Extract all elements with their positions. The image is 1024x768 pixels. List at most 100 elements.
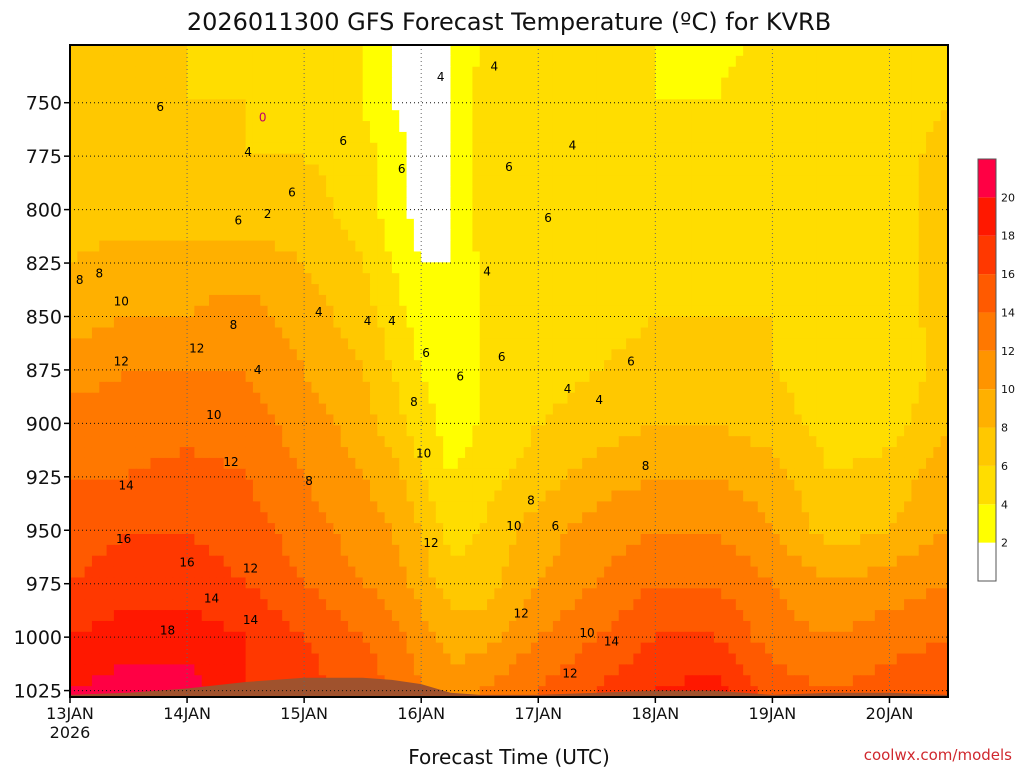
temperature-cell (618, 381, 627, 394)
temperature-cell (626, 208, 634, 220)
temperature-cell (260, 175, 269, 187)
temperature-cell (896, 121, 905, 133)
temperature-cell (413, 121, 422, 133)
temperature-cell (377, 457, 386, 470)
temperature-cell (428, 208, 437, 220)
temperature-cell (135, 403, 144, 416)
temperature-cell (318, 425, 327, 437)
temperature-cell (106, 360, 115, 372)
temperature-cell (304, 262, 313, 274)
temperature-cell (216, 392, 225, 405)
temperature-cell (421, 316, 430, 329)
temperature-cell (713, 88, 722, 100)
temperature-cell (816, 251, 825, 263)
temperature-cell (530, 360, 539, 372)
temperature-cell (384, 403, 393, 416)
temperature-cell (157, 305, 166, 318)
temperature-cell (355, 425, 364, 437)
temperature-cell (311, 164, 320, 176)
temperature-cell (209, 197, 217, 209)
temperature-cell (201, 457, 210, 470)
temperature-cell (179, 208, 188, 220)
temperature-cell (860, 55, 869, 68)
temperature-cell (779, 349, 788, 361)
temperature-cell (648, 316, 656, 329)
temperature-cell (209, 131, 217, 144)
temperature-cell (296, 316, 305, 329)
temperature-cell (882, 121, 891, 133)
temperature-cell (238, 99, 247, 111)
temperature-cell (509, 121, 517, 133)
temperature-cell (626, 262, 634, 274)
temperature-cell (523, 436, 532, 448)
temperature-cell (304, 457, 313, 470)
temperature-cell (516, 77, 525, 90)
temperature-cell (187, 121, 195, 133)
temperature-cell (421, 131, 430, 144)
temperature-cell (706, 294, 715, 307)
temperature-cell (838, 218, 847, 231)
temperature-cell (450, 88, 459, 100)
temperature-cell (223, 371, 232, 383)
temperature-cell (611, 294, 620, 307)
temperature-cell (304, 468, 313, 481)
temperature-cell (377, 208, 386, 220)
temperature-cell (435, 99, 444, 111)
temperature-cell (494, 392, 503, 405)
temperature-cell (479, 338, 488, 350)
temperature-cell (77, 447, 86, 459)
temperature-cell (516, 371, 525, 383)
temperature-cell (713, 142, 722, 155)
temperature-cell (77, 381, 86, 394)
temperature-cell (223, 479, 232, 492)
temperature-cell (750, 316, 759, 329)
temperature-cell (216, 66, 225, 79)
temperature-cell (838, 262, 847, 274)
temperature-cell (823, 425, 832, 437)
temperature-cell (216, 55, 225, 68)
temperature-cell (911, 305, 920, 318)
temperature-cell (618, 284, 627, 296)
temperature-cell (750, 381, 759, 394)
temperature-cell (435, 273, 444, 285)
temperature-cell (560, 490, 569, 502)
temperature-cell (882, 218, 891, 231)
temperature-cell (245, 284, 254, 296)
temperature-cell (113, 45, 122, 57)
temperature-cell (838, 99, 847, 111)
temperature-cell (765, 55, 773, 68)
temperature-cell (487, 55, 495, 68)
temperature-cell (889, 99, 898, 111)
temperature-cell (187, 197, 195, 209)
temperature-cell (348, 403, 356, 416)
temperature-cell (304, 294, 313, 307)
temperature-cell (128, 131, 137, 144)
temperature-cell (918, 479, 927, 492)
temperature-cell (282, 425, 291, 437)
temperature-cell (428, 186, 437, 198)
temperature-cell (860, 294, 869, 307)
temperature-cell (757, 88, 766, 100)
temperature-cell (77, 45, 86, 57)
temperature-cell (326, 153, 334, 166)
temperature-cell (640, 436, 649, 448)
temperature-cell (128, 425, 137, 437)
temperature-cell (750, 142, 759, 155)
temperature-cell (165, 316, 174, 329)
temperature-cell (530, 121, 539, 133)
temperature-cell (311, 55, 320, 68)
temperature-cell (70, 66, 78, 79)
temperature-cell (406, 153, 415, 166)
temperature-cell (640, 349, 649, 361)
temperature-cell (172, 208, 181, 220)
temperature-cell (289, 425, 298, 437)
temperature-cell (926, 457, 934, 470)
temperature-cell (713, 403, 722, 416)
temperature-cell (311, 457, 320, 470)
temperature-cell (355, 338, 364, 350)
temperature-cell (494, 208, 503, 220)
temperature-cell (369, 403, 378, 416)
temperature-cell (106, 218, 115, 231)
temperature-cell (135, 349, 144, 361)
temperature-cell (318, 436, 327, 448)
